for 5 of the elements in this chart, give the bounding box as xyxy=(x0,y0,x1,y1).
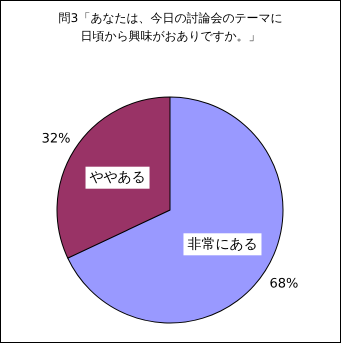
chart-title: 問3「あなたは、今日の討論会のテーマに日頃から興味がおありですか。」 xyxy=(58,11,282,43)
data-label: 68% xyxy=(270,276,298,292)
slice-label: 非常にある xyxy=(187,236,258,252)
data-label: 32% xyxy=(42,132,70,147)
slice-label: ややある xyxy=(90,170,146,186)
